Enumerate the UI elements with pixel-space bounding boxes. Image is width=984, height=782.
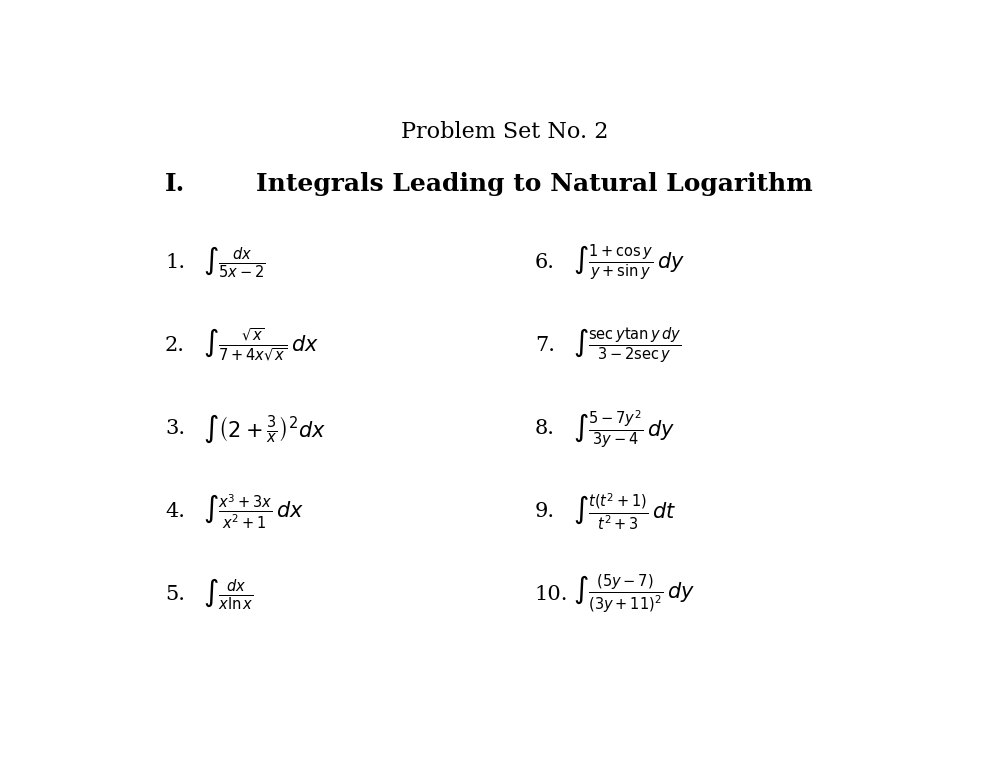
Text: $\int \frac{t(t^{2}+1)}{t^{2}+3}\,dt$: $\int \frac{t(t^{2}+1)}{t^{2}+3}\,dt$ <box>573 492 676 532</box>
Text: $\int \frac{x^{3}+3x}{x^{2}+1}\,dx$: $\int \frac{x^{3}+3x}{x^{2}+1}\,dx$ <box>203 493 304 531</box>
Text: Problem Set No. 2: Problem Set No. 2 <box>400 121 608 143</box>
Text: 10.: 10. <box>535 585 569 604</box>
Text: 4.: 4. <box>165 502 185 522</box>
Text: Integrals Leading to Natural Logarithm: Integrals Leading to Natural Logarithm <box>257 172 813 196</box>
Text: 7.: 7. <box>535 336 555 355</box>
Text: $\int \frac{\sqrt{x}}{7+4x\sqrt{x}}\,dx$: $\int \frac{\sqrt{x}}{7+4x\sqrt{x}}\,dx$ <box>203 327 319 364</box>
Text: 9.: 9. <box>535 502 555 522</box>
Text: 6.: 6. <box>535 253 555 272</box>
Text: $\int \frac{(5y-7)}{(3y+11)^{2}}\,dy$: $\int \frac{(5y-7)}{(3y+11)^{2}}\,dy$ <box>573 573 695 616</box>
Text: $\int \frac{dx}{x\ln x}$: $\int \frac{dx}{x\ln x}$ <box>203 577 254 612</box>
Text: 8.: 8. <box>535 419 555 438</box>
Text: 5.: 5. <box>165 585 185 604</box>
Text: $\int \frac{1+\cos y}{y+\sin y}\,dy$: $\int \frac{1+\cos y}{y+\sin y}\,dy$ <box>573 242 685 283</box>
Text: $\int \frac{\sec y\tan y\,dy}{3-2\sec y}$: $\int \frac{\sec y\tan y\,dy}{3-2\sec y}… <box>573 325 681 366</box>
Text: I.: I. <box>165 172 185 196</box>
Text: $\int \frac{dx}{5x-2}$: $\int \frac{dx}{5x-2}$ <box>203 245 266 280</box>
Text: 2.: 2. <box>165 336 185 355</box>
Text: $\int \frac{5-7y^{2}}{3y-4}\,dy$: $\int \frac{5-7y^{2}}{3y-4}\,dy$ <box>573 407 675 450</box>
Text: 1.: 1. <box>165 253 185 272</box>
Text: 3.: 3. <box>165 419 185 438</box>
Text: $\int \left(2 + \frac{3}{x}\right)^{2}dx$: $\int \left(2 + \frac{3}{x}\right)^{2}dx… <box>203 412 326 445</box>
